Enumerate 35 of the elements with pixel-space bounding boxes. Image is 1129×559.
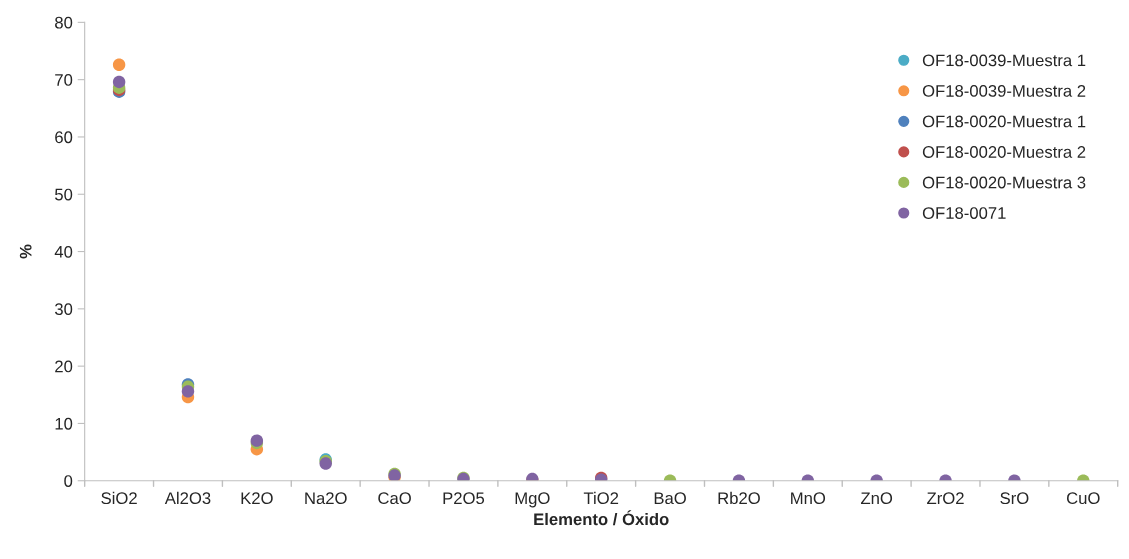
x-tick-label: SrO: [1000, 492, 1029, 505]
x-tick-label: BaO: [654, 492, 686, 505]
x-tick-label: P2O5: [443, 492, 485, 505]
x-tick-label: CuO: [1066, 492, 1100, 505]
y-tick-label: 60: [55, 131, 73, 144]
x-tick-label: Na2O: [305, 492, 347, 505]
y-axis-title: %: [19, 244, 32, 259]
x-tick-label: CaO: [378, 492, 411, 505]
y-tick-label: 40: [54, 245, 73, 258]
legend-label: OF18-0039-Muestra 2: [922, 85, 1086, 97]
x-tick-label: SiO2: [101, 491, 137, 505]
y-tick-label: 30: [54, 303, 73, 316]
y-tick-label: 80: [55, 16, 73, 29]
point: [112, 75, 126, 89]
legend-label: OF18-0020-Muestra 2: [922, 146, 1086, 158]
legend-label: OF18-0020-Muestra 3: [922, 176, 1086, 189]
x-tick-label: ZrO2: [927, 492, 964, 505]
y-tick-label: 10: [55, 417, 73, 430]
x-axis-title: Elemento / Óxido: [534, 510, 669, 526]
x-tick-label: MnO: [791, 492, 826, 505]
x-tick-label: Rb2O: [718, 491, 760, 505]
legend-label: OF18-0071: [922, 207, 1006, 219]
x-tick-label: Al2O3: [164, 491, 211, 505]
y-tick-label: 20: [55, 360, 73, 373]
x-tick-label: TiO2: [583, 491, 619, 505]
legend-label: OF18-0020-Muestra 1: [922, 115, 1086, 128]
x-tick-label: K2O: [241, 492, 273, 505]
legend-label: OF18-0039-Muestra 1: [922, 54, 1086, 67]
y-tick-label: 70: [55, 74, 73, 86]
y-tick-label: 50: [55, 188, 73, 201]
x-tick-label: MgO: [515, 492, 550, 508]
point: [181, 385, 195, 398]
x-tick-label: ZnO: [860, 492, 893, 505]
y-tick-label: 0: [64, 475, 73, 487]
point: [112, 58, 126, 71]
